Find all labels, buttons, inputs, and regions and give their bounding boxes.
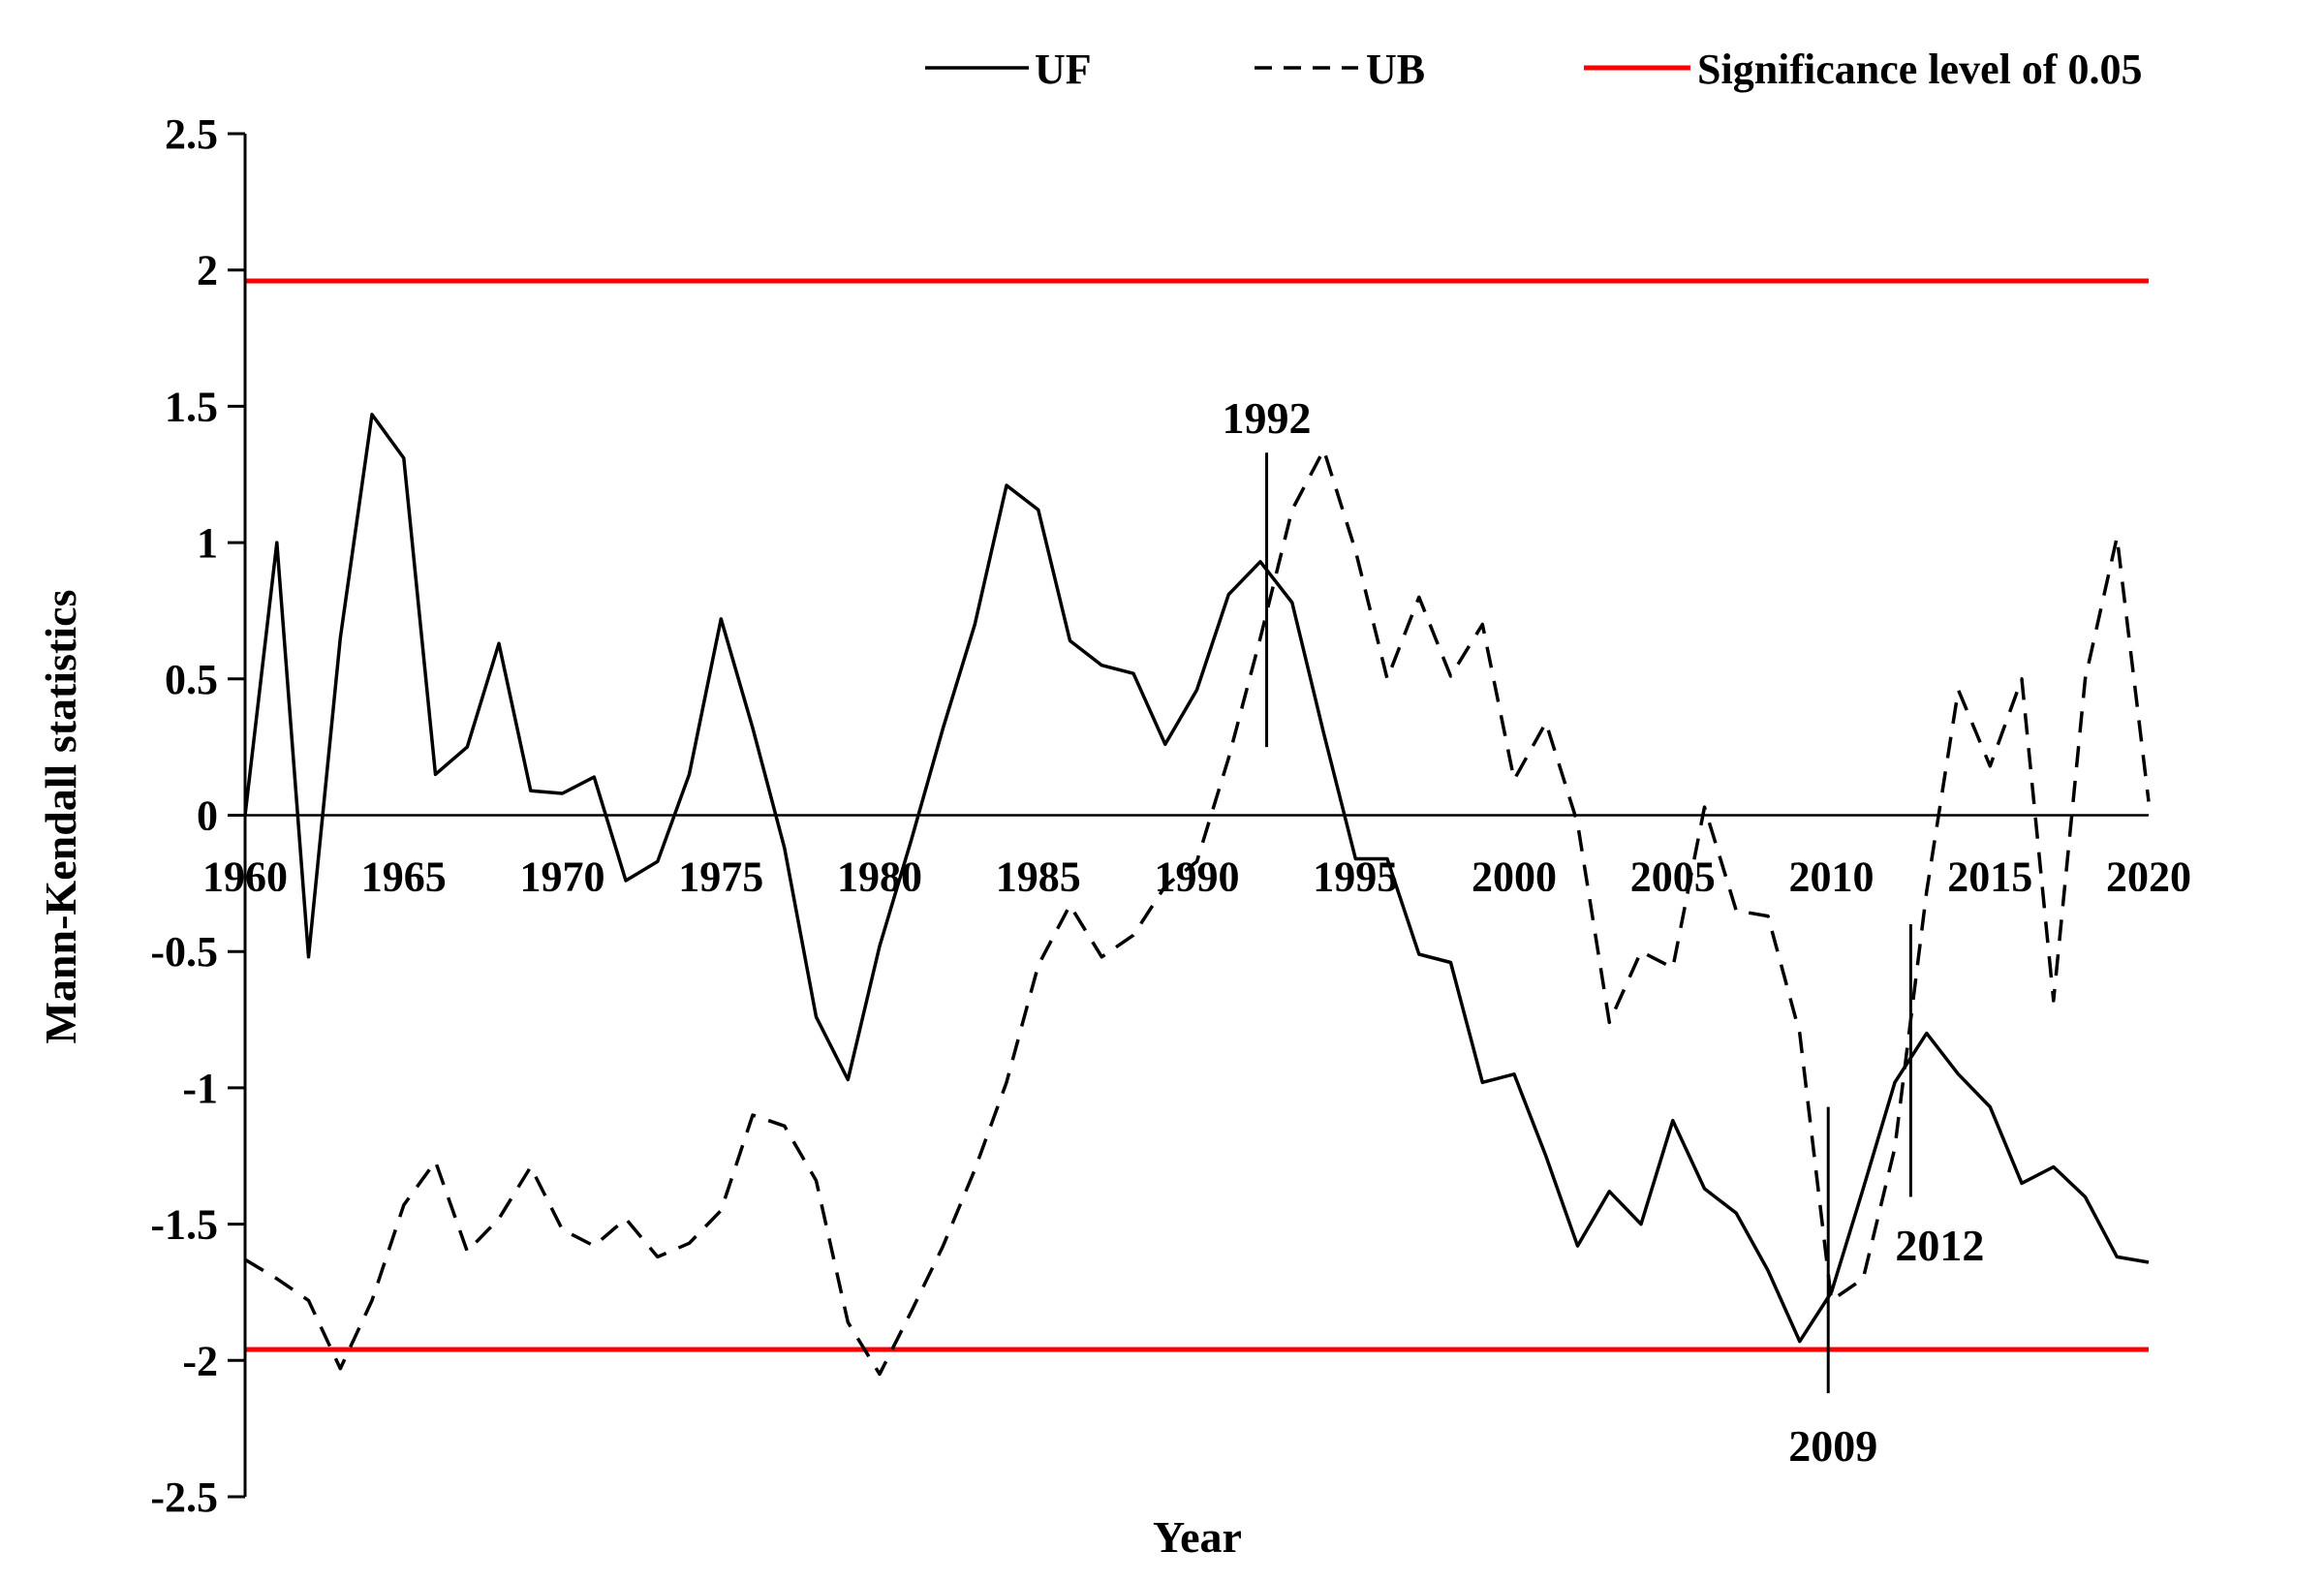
y-tick-label: 1 bbox=[197, 519, 218, 567]
annotations: 1992 2009 2012 bbox=[1223, 393, 1985, 1471]
annotation-label-2009: 2009 bbox=[1788, 1421, 1877, 1471]
series-lines bbox=[243, 413, 2151, 1377]
legend: UF UB Significance level of 0.05 bbox=[925, 46, 2143, 93]
annotation-label-1992: 1992 bbox=[1223, 393, 1312, 443]
x-tick-label: 1985 bbox=[996, 853, 1081, 901]
annotation-label-2012: 2012 bbox=[1895, 1221, 1984, 1270]
axes: 2.5 2 1.5 1 0.5 0 -0.5 -1 -1.5 -2 -2.5 1960 1965 1970… bbox=[150, 110, 2191, 1521]
y-tick-label: 0 bbox=[197, 792, 218, 840]
x-tick-label: 2010 bbox=[1789, 853, 1875, 901]
x-tick-label: 2020 bbox=[2106, 853, 2191, 901]
legend-label-1: UB bbox=[1366, 46, 1425, 93]
y-tick-label: -0.5 bbox=[150, 928, 218, 976]
y-tick-label: -2.5 bbox=[150, 1473, 218, 1521]
y-tick-label: -1 bbox=[182, 1065, 218, 1112]
x-tick-label: 1980 bbox=[837, 853, 922, 901]
y-tick-label: 0.5 bbox=[165, 656, 218, 703]
x-tick-label: 1960 bbox=[202, 853, 288, 901]
x-tick-label: 1995 bbox=[1313, 853, 1398, 901]
significance-lines bbox=[245, 278, 2149, 1352]
y-tick-label: 1.5 bbox=[165, 383, 218, 430]
x-tick-label: 1965 bbox=[361, 853, 447, 901]
legend-label-2: Significance level of 0.05 bbox=[1697, 46, 2143, 93]
y-tick-label: -2 bbox=[182, 1337, 218, 1384]
y-tick-label: 2.5 bbox=[165, 110, 218, 158]
x-tick-label: 2015 bbox=[1947, 853, 2032, 901]
legend-label-0: UF bbox=[1035, 46, 1092, 93]
x-axis-title: Year bbox=[1153, 1512, 1242, 1562]
x-tick-label: 2005 bbox=[1630, 853, 1716, 901]
y-tick-label: 2 bbox=[197, 247, 218, 295]
x-tick-label: 1975 bbox=[678, 853, 763, 901]
x-tick-label: 1970 bbox=[520, 853, 605, 901]
x-tick-label: 2000 bbox=[1472, 853, 1557, 901]
y-axis-title: Mann-Kendall statistics bbox=[36, 590, 85, 1044]
y-tick-label: -1.5 bbox=[150, 1201, 218, 1249]
series-ub-line bbox=[244, 448, 2151, 1377]
